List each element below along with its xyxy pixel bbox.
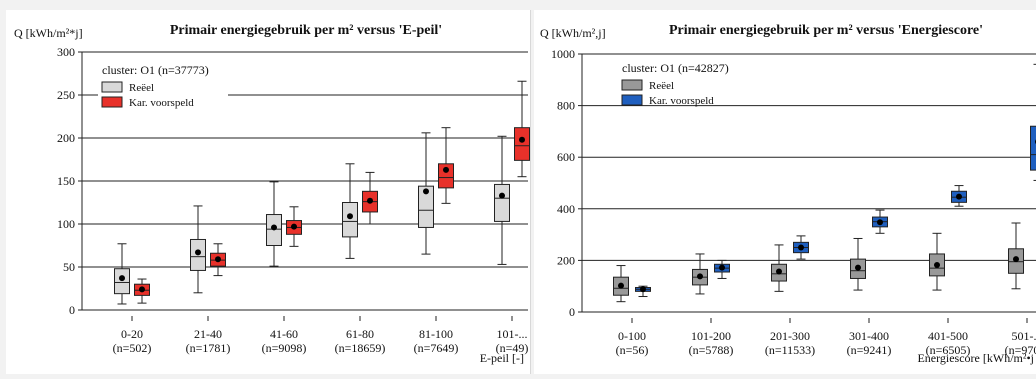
mean-dot: [719, 265, 725, 271]
category-count-label: (n=56): [616, 343, 649, 357]
category-count-label: (n=18659): [335, 341, 386, 355]
x-axis-label: Energiescore [kWh/m²•j: [917, 351, 1034, 365]
x-tick-label: 101-200: [691, 329, 731, 343]
category-count-label: (n=7649): [414, 341, 459, 355]
box-iqr: [1031, 126, 1036, 170]
epeil-chart-panel: Primair energiegebruik per m² versus 'E-…: [6, 10, 531, 374]
legend-title: cluster: O1 (n=42827): [622, 61, 729, 75]
mean-dot: [877, 219, 883, 225]
mean-dot: [640, 286, 646, 292]
y-tick-label: 50: [63, 260, 75, 274]
y-tick-label: 600: [557, 150, 575, 164]
x-tick-label: 201-300: [770, 329, 810, 343]
legend-title: cluster: O1 (n=37773): [102, 63, 209, 77]
y-axis-label: Q [kWh/m²,j]: [540, 26, 606, 40]
x-tick-label: 301-400: [849, 329, 889, 343]
category-count-label: (n=502): [113, 341, 152, 355]
legend-label: Kar. voorspeld: [129, 97, 194, 109]
y-tick-label: 100: [57, 217, 75, 231]
mean-dot: [291, 224, 297, 230]
x-tick-label: 401-500: [928, 329, 968, 343]
mean-dot: [798, 245, 804, 251]
category-count-label: (n=11533): [765, 343, 815, 357]
x-tick-label: 41-60: [270, 327, 298, 341]
chart-title: Primair energiegebruik per m² versus 'E-…: [170, 23, 442, 38]
mean-dot: [119, 275, 125, 281]
y-tick-label: 1000: [551, 47, 575, 61]
energiescore-chart-panel: Primair energiegebruik per m² versus 'En…: [534, 10, 1036, 374]
mean-dot: [271, 224, 277, 230]
mean-dot: [347, 213, 353, 219]
mean-dot: [956, 194, 962, 200]
y-tick-label: 250: [57, 88, 75, 102]
x-axis-label: E-peil [-]: [480, 351, 524, 365]
box-iqr: [495, 184, 510, 221]
legend-swatch: [622, 80, 642, 90]
x-tick-label: 61-80: [346, 327, 374, 341]
mean-dot: [443, 167, 449, 173]
mean-dot: [215, 256, 221, 262]
legend-label: Kar. voorspeld: [649, 95, 714, 107]
y-tick-label: 0: [69, 303, 75, 317]
mean-dot: [618, 283, 624, 289]
mean-dot: [423, 188, 429, 194]
x-tick-label: 21-40: [194, 327, 222, 341]
mean-dot: [519, 137, 525, 143]
x-tick-label: 0-20: [121, 327, 143, 341]
box-iqr: [515, 128, 530, 161]
epeil-boxplot-chart: Primair energiegebruik per m² versus 'E-…: [6, 10, 530, 374]
category-count-label: (n=1781): [186, 341, 231, 355]
legend-swatch: [622, 95, 642, 105]
x-tick-label: 0-100: [618, 329, 646, 343]
legend-label: Reëel: [129, 82, 154, 94]
legend-swatch: [102, 82, 122, 92]
mean-dot: [855, 265, 861, 271]
y-tick-label: 800: [557, 99, 575, 113]
mean-dot: [195, 249, 201, 255]
energiescore-boxplot-chart: Primair energiegebruik per m² versus 'En…: [534, 10, 1036, 374]
category-count-label: (n=5788): [689, 343, 734, 357]
y-tick-label: 0: [569, 305, 575, 319]
x-tick-label: 101-...: [497, 327, 528, 341]
mean-dot: [499, 193, 505, 199]
mean-dot: [776, 268, 782, 274]
box-iqr: [115, 269, 130, 294]
y-tick-label: 200: [557, 253, 575, 267]
x-tick-label: 501-...: [1012, 329, 1036, 343]
legend-label: Reëel: [649, 80, 674, 92]
mean-dot: [139, 286, 145, 292]
mean-dot: [934, 262, 940, 268]
y-tick-label: 150: [57, 174, 75, 188]
chart-title: Primair energiegebruik per m² versus 'En…: [669, 23, 983, 38]
y-tick-label: 200: [57, 131, 75, 145]
box-iqr: [343, 203, 358, 237]
y-axis-label: Q [kWh/m²*j]: [14, 26, 83, 40]
category-count-label: (n=9241): [847, 343, 892, 357]
x-tick-label: 81-100: [419, 327, 453, 341]
mean-dot: [1013, 256, 1019, 262]
y-tick-label: 300: [57, 45, 75, 59]
mean-dot: [697, 273, 703, 279]
y-tick-label: 400: [557, 202, 575, 216]
mean-dot: [367, 198, 373, 204]
legend-swatch: [102, 97, 122, 107]
category-count-label: (n=9098): [262, 341, 307, 355]
